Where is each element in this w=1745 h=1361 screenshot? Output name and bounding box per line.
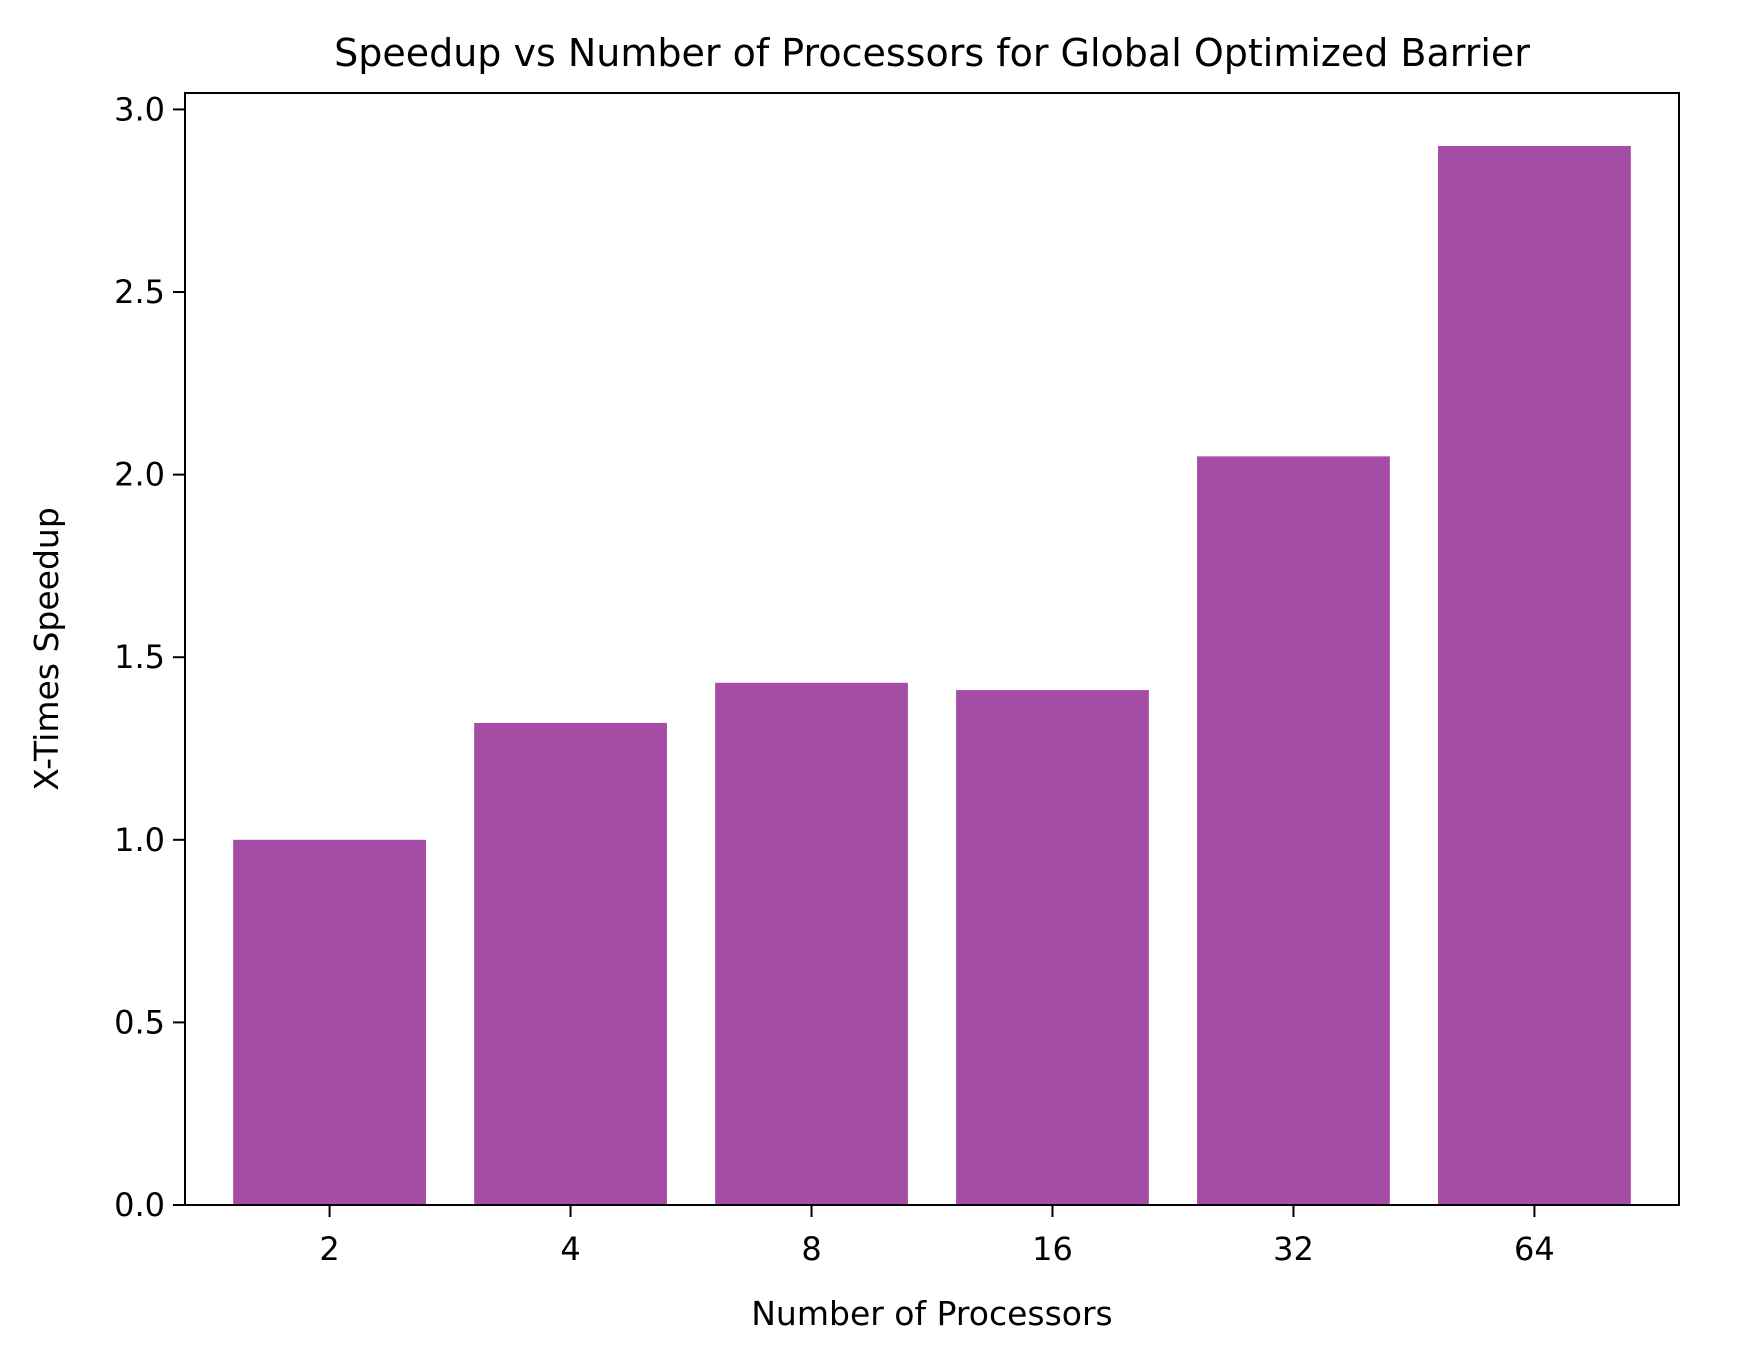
x-tick-label: 16 — [1032, 1230, 1073, 1268]
y-tick-label: 2.0 — [114, 456, 165, 494]
y-tick-label: 1.0 — [114, 821, 165, 859]
x-tick-label: 2 — [319, 1230, 339, 1268]
chart-title: Speedup vs Number of Processors for Glob… — [334, 31, 1530, 75]
bar-8 — [715, 682, 908, 1205]
bar-64 — [1438, 145, 1631, 1205]
bar-32 — [1197, 456, 1390, 1205]
y-tick-label: 2.5 — [114, 273, 165, 311]
y-tick-label: 1.5 — [114, 638, 165, 676]
y-axis-label: X-Times Speedup — [27, 507, 66, 791]
x-tick-label: 8 — [801, 1230, 821, 1268]
plot-frame — [184, 92, 1680, 1206]
bar-16 — [956, 690, 1149, 1205]
x-axis-ticks: 2 4 8 16 32 64 — [319, 1205, 1555, 1268]
bars-group — [233, 145, 1631, 1205]
y-tick-label: 0.0 — [114, 1186, 165, 1224]
x-tick-label: 32 — [1273, 1230, 1314, 1268]
x-axis-label: Number of Processors — [751, 1294, 1113, 1333]
bar-2 — [233, 839, 426, 1205]
y-tick-label: 0.5 — [114, 1003, 165, 1041]
x-tick-label: 64 — [1514, 1230, 1555, 1268]
bar-4 — [474, 722, 667, 1205]
x-tick-label: 4 — [560, 1230, 580, 1268]
y-tick-label: 3.0 — [114, 90, 165, 128]
y-axis-ticks: 0.0 0.5 1.0 1.5 2.0 2.5 3.0 — [114, 90, 185, 1224]
